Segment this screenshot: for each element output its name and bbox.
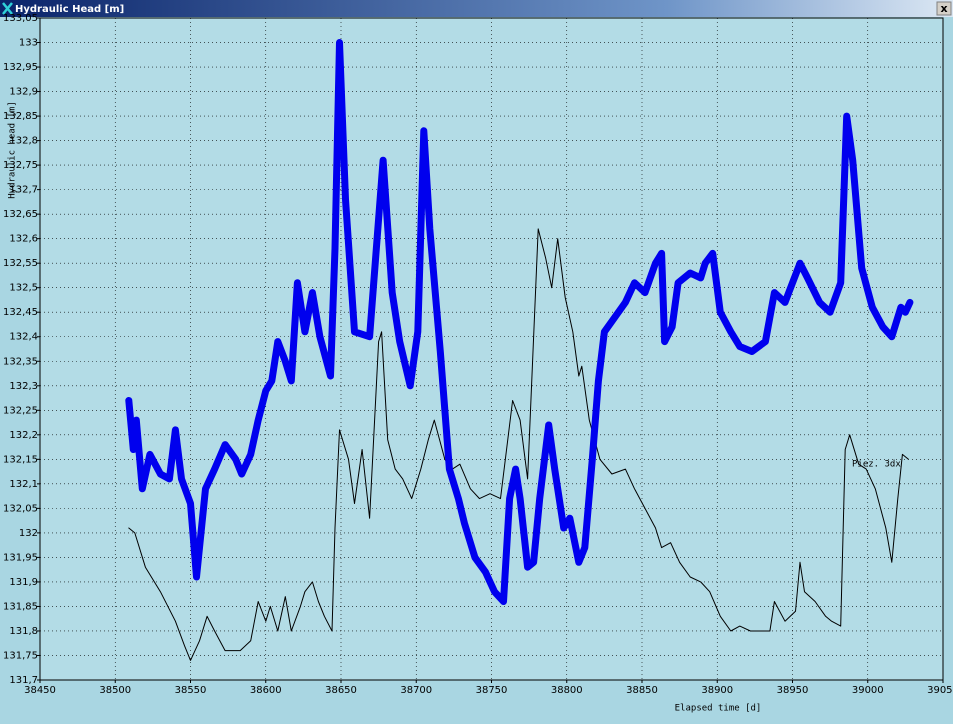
x-tick-label: 38450	[24, 685, 56, 696]
data-line	[125, 39, 914, 605]
x-tick-label: 38800	[551, 685, 583, 696]
y-tick-label: 132,9	[9, 87, 38, 98]
y-tick-label: 132,35	[3, 356, 38, 367]
y-tick-label: 132,5	[9, 283, 38, 294]
y-tick-label: 133	[19, 38, 38, 49]
y-tick-label: 132,95	[3, 62, 38, 73]
y-tick-label: 132,7	[9, 185, 38, 196]
y-tick-label: 131,7	[9, 675, 38, 686]
y-tick-label: 132,3	[9, 381, 38, 392]
y-tick-label: 133,05	[3, 13, 38, 24]
x-tick-label: 38500	[99, 685, 131, 696]
y-tick-label: 131,75	[3, 650, 38, 661]
x-tick-label: 38750	[476, 685, 508, 696]
y-tick-label: 131,9	[9, 577, 38, 588]
x-tick-label: 38950	[777, 685, 809, 696]
y-tick-label: 132,75	[3, 160, 38, 171]
y-tick-label: 132	[19, 528, 38, 539]
y-tick-label: 132,1	[9, 479, 38, 490]
y-tick-label: 132,15	[3, 454, 38, 465]
close-button[interactable]	[936, 1, 952, 16]
y-tick-label: 132,55	[3, 258, 38, 269]
x-tick-label: 38700	[400, 685, 432, 696]
y-tick-label: 132,2	[9, 430, 38, 441]
y-tick-label: 132,65	[3, 209, 38, 220]
y-tick-label: 132,8	[9, 136, 38, 147]
y-tick-label: 132,6	[9, 234, 38, 245]
y-tick-label: 132,25	[3, 405, 38, 416]
data-line	[128, 228, 909, 661]
annotation: Piez. 3dx	[852, 460, 901, 470]
close-label[interactable]: x	[940, 2, 947, 15]
y-tick-label: 132,05	[3, 503, 38, 514]
y-tick-label: 131,8	[9, 626, 38, 637]
x-tick-label: 39000	[852, 685, 884, 696]
y-axis-label: Hydraulic head [m]	[8, 101, 18, 199]
y-tick-label: 132,85	[3, 111, 38, 122]
x-tick-label: 39050	[927, 685, 953, 696]
x-tick-label: 38900	[701, 685, 733, 696]
x-tick-label: 38600	[250, 685, 282, 696]
y-tick-label: 131,85	[3, 601, 38, 612]
x-tick-label: 38550	[175, 685, 207, 696]
y-tick-label: 132,4	[9, 332, 38, 343]
x-tick-label: 38850	[626, 685, 658, 696]
window-icon	[2, 2, 13, 15]
title-bar	[0, 0, 953, 17]
x-tick-label: 38650	[325, 685, 357, 696]
window-title: Hydraulic Head [m]	[15, 4, 124, 15]
y-tick-label: 132,45	[3, 307, 38, 318]
x-axis-label: Elapsed time [d]	[675, 704, 762, 714]
y-tick-label: 131,95	[3, 552, 38, 563]
